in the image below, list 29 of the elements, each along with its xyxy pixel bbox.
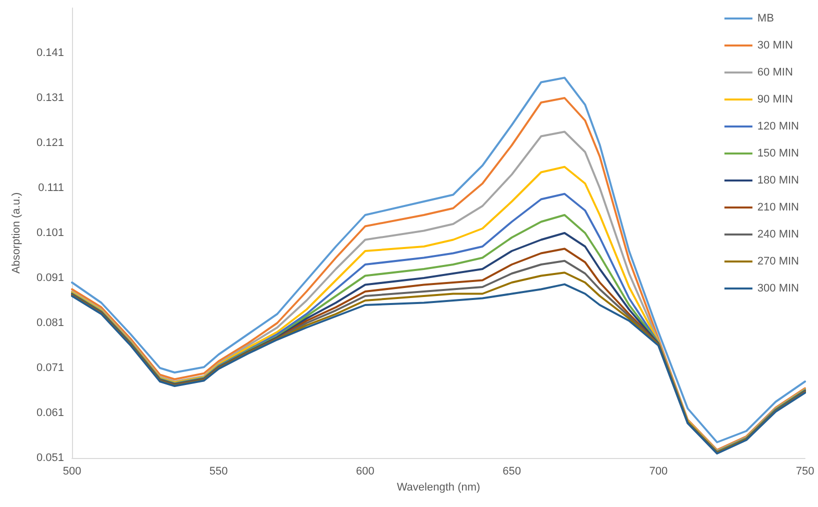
legend-label: 240 MIN [757, 228, 800, 240]
legend-label: 300 MIN [757, 282, 800, 294]
legend-label: 270 MIN [757, 256, 800, 268]
y-tick-label: 0.141 [36, 47, 64, 59]
legend-label: 120 MIN [757, 120, 800, 132]
y-tick-label: 0.101 [36, 227, 64, 239]
x-tick-label: 650 [502, 466, 521, 478]
x-tick-label: 700 [649, 466, 668, 478]
x-tick-label: 500 [62, 466, 82, 478]
legend-label: 30 MIN [757, 40, 793, 52]
y-tick-label: 0.131 [36, 92, 64, 104]
legend-label: 210 MIN [757, 202, 800, 214]
legend-label: MB [757, 12, 774, 24]
x-tick-label: 600 [356, 466, 374, 478]
y-tick-label: 0.071 [36, 362, 64, 374]
x-tick-label: 750 [796, 466, 814, 478]
y-tick-label: 0.111 [38, 182, 64, 194]
legend-label: 150 MIN [757, 148, 800, 160]
y-tick-label: 0.051 [36, 452, 64, 464]
y-tick-label: 0.091 [36, 272, 64, 284]
y-tick-label: 0.081 [36, 317, 64, 329]
x-axis-title: Wavelength (nm) [396, 481, 480, 494]
y-axis-title: Absorption (a.u.) [10, 192, 22, 274]
legend-label: 180 MIN [757, 174, 800, 186]
y-tick-label: 0.061 [36, 407, 64, 419]
legend-label: 90 MIN [757, 94, 793, 106]
y-tick-label: 0.121 [36, 137, 64, 149]
x-tick-label: 550 [209, 466, 228, 478]
legend-label: 60 MIN [757, 66, 793, 78]
